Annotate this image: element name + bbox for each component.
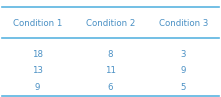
Text: 18: 18	[32, 50, 43, 59]
Text: Condition 1: Condition 1	[13, 19, 62, 28]
Text: 3: 3	[181, 50, 186, 59]
Text: 6: 6	[108, 83, 113, 92]
Text: 9: 9	[35, 83, 40, 92]
Text: 8: 8	[108, 50, 113, 59]
Text: Condition 3: Condition 3	[159, 19, 208, 28]
Text: Condition 2: Condition 2	[86, 19, 135, 28]
Text: 11: 11	[105, 66, 116, 75]
Text: 5: 5	[181, 83, 186, 92]
Text: 13: 13	[32, 66, 43, 75]
Text: 9: 9	[181, 66, 186, 75]
